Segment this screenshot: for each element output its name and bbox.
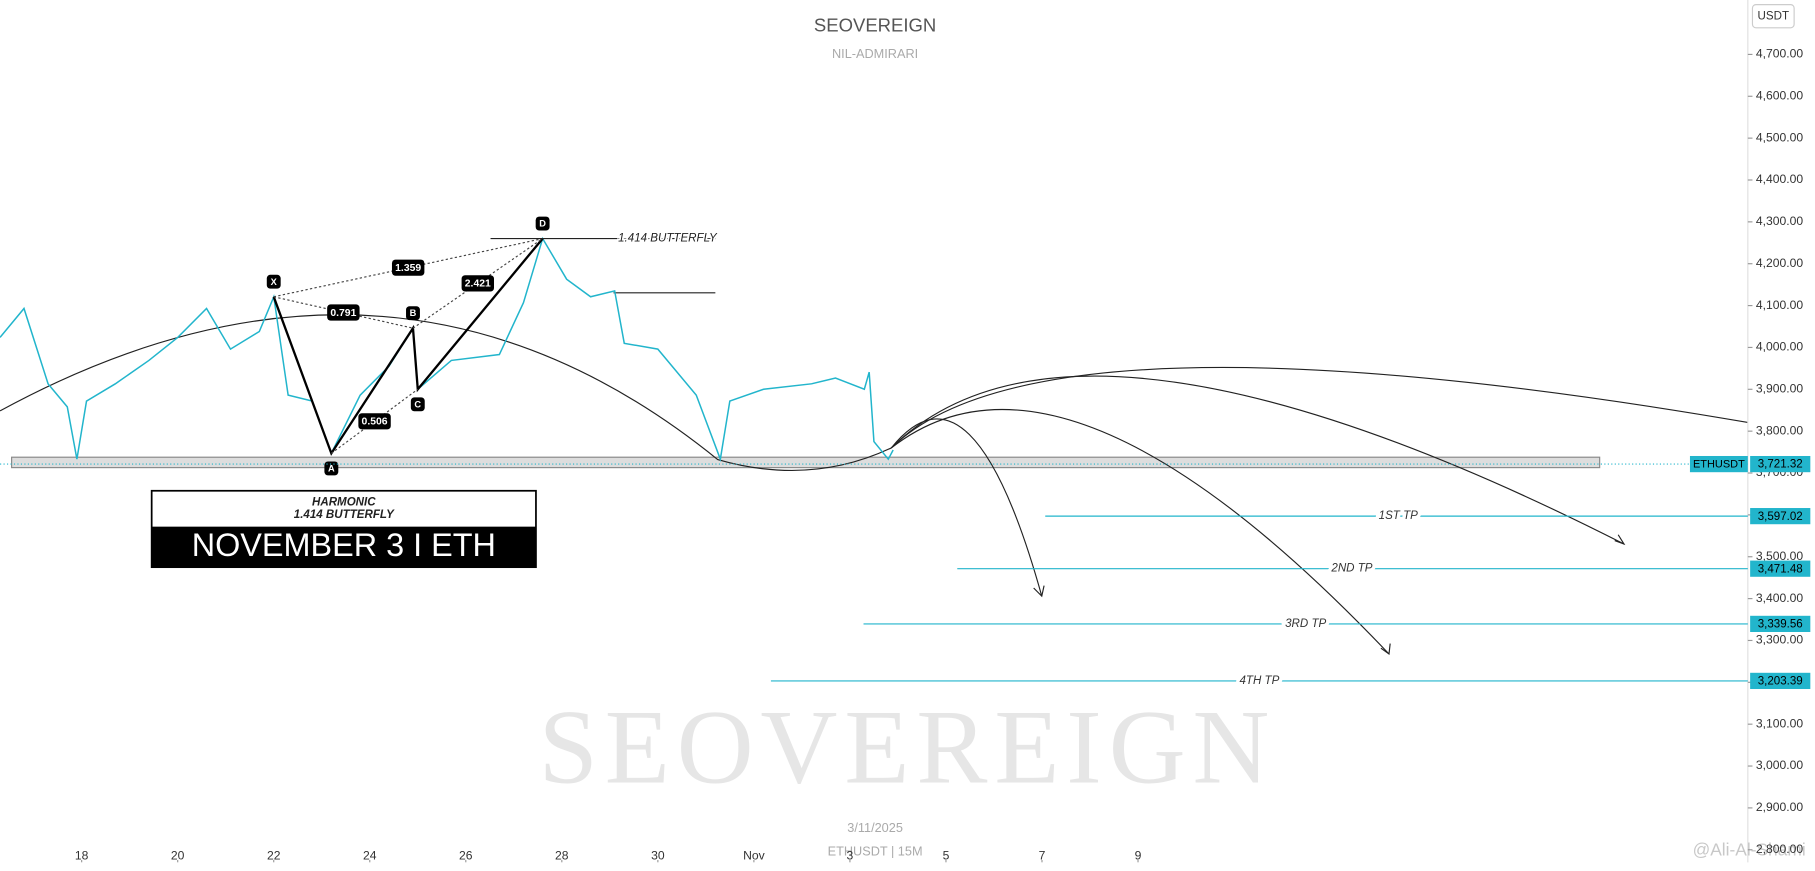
- x-tick-label: Nov: [743, 849, 766, 863]
- projection-arrows: [890, 366, 1748, 656]
- ratio-box: [461, 275, 495, 292]
- x-tick-label: 26: [459, 849, 473, 863]
- chart-title: SEOVEREIGN: [814, 15, 936, 36]
- ratio-box: [327, 304, 360, 321]
- subtitle: NIL-ADMIRARI: [832, 46, 918, 61]
- y-tick-label: 3,800.00: [1756, 423, 1804, 437]
- y-tick-label: 4,500.00: [1756, 130, 1804, 144]
- pattern-point: [535, 216, 550, 231]
- info-box-band: [151, 526, 536, 568]
- tp-price: 3,597.02: [1758, 511, 1803, 523]
- ratio-box: [391, 259, 425, 276]
- ratio-line: [331, 388, 419, 454]
- y-tick-label: 4,100.00: [1756, 298, 1804, 312]
- tp-name: 4TH TP: [1239, 675, 1279, 687]
- y-tick-label: 4,300.00: [1756, 214, 1804, 228]
- tp-price: 3,339.56: [1758, 619, 1803, 631]
- support-zone: [11, 456, 1601, 469]
- x-tick-label: 22: [267, 849, 281, 863]
- arrow-heads: [1033, 534, 1626, 656]
- symbol-box: [1689, 455, 1748, 473]
- tp-price-box: [1750, 508, 1811, 525]
- currency-box: [1751, 4, 1795, 29]
- symbol-label: ETHUSDT: [1693, 459, 1745, 471]
- y-tick-label: 4,200.00: [1756, 256, 1804, 270]
- tp-name: 3RD TP: [1285, 618, 1326, 630]
- y-tick-label: 4,700.00: [1756, 47, 1804, 61]
- price-axis: [1747, 0, 1815, 871]
- y-tick-label: 4,400.00: [1756, 172, 1804, 186]
- y-tick-label: 2,900.00: [1756, 800, 1804, 814]
- ratio-box: [358, 413, 391, 430]
- info-subheading: 1.414 BUTTERFLY: [294, 509, 395, 521]
- arrow: [890, 366, 1748, 449]
- y-tick-label: 2,800.00: [1756, 842, 1804, 856]
- pattern-point-label: C: [414, 399, 421, 409]
- pattern-point: [406, 306, 420, 321]
- arrow: [890, 409, 1390, 655]
- pattern-point-label: D: [539, 219, 546, 229]
- pattern-point: [266, 274, 281, 289]
- y-tick-label: 3,300.00: [1756, 633, 1804, 647]
- x-tick-label: 9: [1135, 849, 1142, 863]
- y-tick-label: 3,100.00: [1756, 716, 1804, 730]
- y-tick-label: 3,400.00: [1756, 591, 1804, 605]
- ratio-label: 0.791: [330, 308, 356, 319]
- tp-name: 2ND TP: [1330, 563, 1372, 575]
- tp-price-box: [1750, 615, 1811, 633]
- pattern-point: [410, 397, 425, 412]
- y-tick-label: 3,000.00: [1756, 758, 1804, 772]
- tp-price: 3,203.39: [1758, 676, 1803, 688]
- pattern-point: [324, 461, 339, 476]
- currency: USDT: [1758, 10, 1789, 22]
- cycle-curve: [0, 314, 892, 472]
- x-tick-label: 5: [943, 849, 950, 863]
- ratio-label: 2.421: [465, 279, 491, 290]
- tp-price-box: [1750, 672, 1811, 690]
- x-tick-label: 28: [555, 849, 569, 863]
- pattern-point-label: X: [271, 277, 278, 287]
- y-tick-label: 4,600.00: [1756, 88, 1804, 102]
- info-title: NOVEMBER 3 I ETH: [192, 527, 496, 563]
- y-tick-label: 4,000.00: [1756, 340, 1804, 354]
- tp-price: 3,471.48: [1758, 563, 1803, 575]
- y-tick-label: 3,900.00: [1756, 382, 1804, 396]
- arrow: [890, 418, 1043, 597]
- pattern-point-label: B: [410, 308, 417, 318]
- last-price-box: [1750, 455, 1811, 473]
- info-box: HARMONIC 1.414 BUTTERFLY NOVEMBER 3 I ET…: [150, 489, 537, 569]
- date-label: 3/11/2025: [847, 820, 903, 835]
- tp-price-box: [1750, 560, 1811, 577]
- arrow: [890, 375, 1625, 545]
- pattern-name: 1.414 BUTTERFLY: [618, 233, 718, 245]
- x-tick-label: 18: [75, 849, 89, 863]
- x-tick-label: 3: [847, 849, 854, 863]
- pattern-point-label: A: [328, 463, 335, 473]
- x-tick-label: 7: [1039, 849, 1046, 863]
- x-tick-label: 30: [651, 849, 665, 863]
- interval-label: ETHUSDT | 15M: [828, 843, 923, 858]
- price-line: [0, 236, 894, 463]
- y-tick-label: 3,500.00: [1756, 549, 1804, 563]
- x-tick-label: 24: [363, 849, 377, 863]
- x-tick-label: 20: [171, 849, 185, 863]
- tp-name: 1ST TP: [1379, 510, 1418, 522]
- ratio-label: 0.506: [362, 417, 388, 428]
- last-price-label: 3,721.32: [1758, 459, 1803, 471]
- ratio-label: 1.359: [395, 263, 421, 274]
- watermark: SEOVEREIGN: [539, 689, 1277, 807]
- info-heading: HARMONIC: [312, 496, 376, 508]
